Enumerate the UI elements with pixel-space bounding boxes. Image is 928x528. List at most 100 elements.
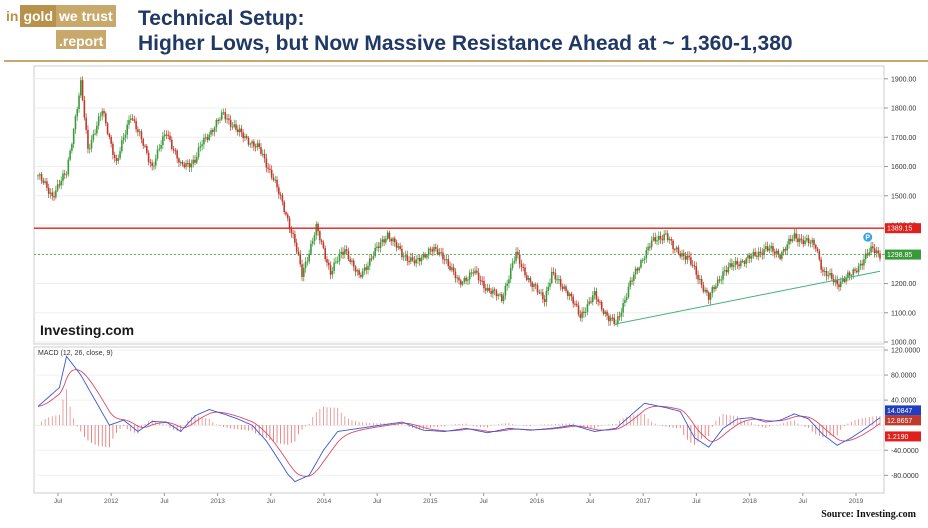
candle-body <box>843 279 846 282</box>
candle-body <box>336 261 339 263</box>
candle-body <box>40 174 43 181</box>
price-tick-label: 1100.00 <box>891 310 916 317</box>
candle-body <box>349 259 351 263</box>
price-tick-label: 1000.00 <box>891 340 916 347</box>
candle-body <box>222 112 225 114</box>
candle-body <box>775 250 778 254</box>
candle-body <box>793 233 796 240</box>
candle-body <box>104 113 107 124</box>
candle-body <box>197 147 200 158</box>
candle-body <box>363 267 366 272</box>
x-tick-label: Jul <box>586 498 595 505</box>
candle-body <box>99 115 102 117</box>
candle-body <box>56 184 59 191</box>
candle-body <box>661 239 664 241</box>
x-tick-label: 2013 <box>210 498 225 505</box>
candle-body <box>693 265 696 267</box>
candle-body <box>269 168 271 170</box>
candle-body <box>495 290 498 297</box>
candle-body <box>110 136 112 144</box>
candle-body <box>103 111 105 114</box>
event-marker-icon[interactable] <box>863 232 873 242</box>
candle-body <box>195 157 198 163</box>
logo: in gold we trust .report <box>4 5 116 53</box>
candle-body <box>215 119 218 128</box>
candle-body <box>784 249 787 251</box>
candle-body <box>554 273 557 280</box>
candle-body <box>228 118 230 120</box>
candle-body <box>361 271 364 277</box>
candle-body <box>140 131 143 140</box>
candle-body <box>798 238 801 243</box>
candle-body <box>172 148 175 151</box>
candle-body <box>677 247 680 254</box>
macd-value-label: 14.0847 <box>887 408 912 415</box>
source-note: Source: Investing.com <box>821 509 916 520</box>
candle-body <box>506 283 508 287</box>
candle-body <box>80 80 82 96</box>
candle-body <box>681 253 683 257</box>
candle-body <box>563 286 566 289</box>
x-tick-label: 2012 <box>104 498 119 505</box>
candle-body <box>372 256 375 259</box>
candle-body <box>633 274 635 281</box>
candle-body <box>517 251 519 255</box>
candle-body <box>149 161 152 163</box>
logo-in: in <box>4 5 21 27</box>
candle-body <box>672 240 674 250</box>
candle-body <box>468 272 471 280</box>
candle-body <box>790 238 792 242</box>
candle-body <box>768 248 771 251</box>
candle-body <box>624 300 626 304</box>
candle-body <box>240 128 243 133</box>
candle-body <box>675 247 678 250</box>
candle-body <box>133 119 136 122</box>
price-tick-label: 1600.00 <box>891 164 916 171</box>
candle-body <box>806 238 808 241</box>
macd-title: MACD (12, 26, close, 9) <box>38 350 113 357</box>
candle-body <box>408 260 410 262</box>
candle-body <box>169 135 171 140</box>
candle-body <box>727 266 730 273</box>
candle-body <box>640 260 642 268</box>
macd-tick-label: -40.0000 <box>891 448 919 455</box>
resistance-label: 1389.15 <box>887 226 912 233</box>
candle-body <box>97 116 100 126</box>
candle-body <box>278 187 280 195</box>
macd-label-box <box>885 431 921 442</box>
candle-body <box>556 279 558 281</box>
candle-body <box>367 265 369 270</box>
candle-body <box>559 279 562 287</box>
candle-body <box>659 236 662 240</box>
candle-body <box>58 184 61 186</box>
candle-body <box>547 286 549 292</box>
candle-body <box>226 118 228 120</box>
candle-body <box>863 259 865 266</box>
title-line-2: Higher Lows, but Now Massive Resistance … <box>138 32 793 55</box>
candle-body <box>533 284 535 287</box>
candle-body <box>53 196 55 198</box>
candle-body <box>722 271 724 280</box>
candle-body <box>217 119 219 121</box>
candle-body <box>772 246 774 252</box>
candle-body <box>87 129 89 149</box>
candle-body <box>153 165 155 167</box>
candle-body <box>294 234 296 243</box>
candle-body <box>804 240 806 245</box>
candle-body <box>845 277 847 282</box>
candle-body <box>208 134 211 140</box>
candle-body <box>65 174 68 176</box>
x-tick-label: Jul <box>54 498 63 505</box>
candle-body <box>340 251 343 254</box>
candle-body <box>178 158 180 163</box>
candle-body <box>137 129 139 132</box>
candle-body <box>524 267 526 276</box>
macd-label-box <box>885 405 921 416</box>
candle-body <box>356 270 359 272</box>
candle-body <box>841 279 844 282</box>
candle-body <box>329 265 332 275</box>
candle-body <box>370 258 373 260</box>
candle-body <box>385 238 387 243</box>
candle-body <box>360 274 362 277</box>
candle-body <box>424 254 426 258</box>
